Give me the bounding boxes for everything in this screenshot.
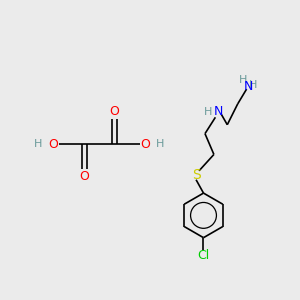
Text: O: O — [80, 170, 89, 183]
Text: Cl: Cl — [197, 249, 210, 262]
Text: H: H — [249, 80, 258, 90]
Text: N: N — [214, 106, 223, 118]
Text: H: H — [238, 75, 247, 85]
Text: H: H — [156, 139, 165, 149]
Text: O: O — [49, 138, 58, 151]
Text: H: H — [34, 139, 43, 149]
Text: O: O — [110, 105, 119, 118]
Text: H: H — [204, 107, 213, 117]
Text: S: S — [192, 168, 200, 182]
Text: N: N — [243, 80, 253, 93]
Text: O: O — [141, 138, 151, 151]
